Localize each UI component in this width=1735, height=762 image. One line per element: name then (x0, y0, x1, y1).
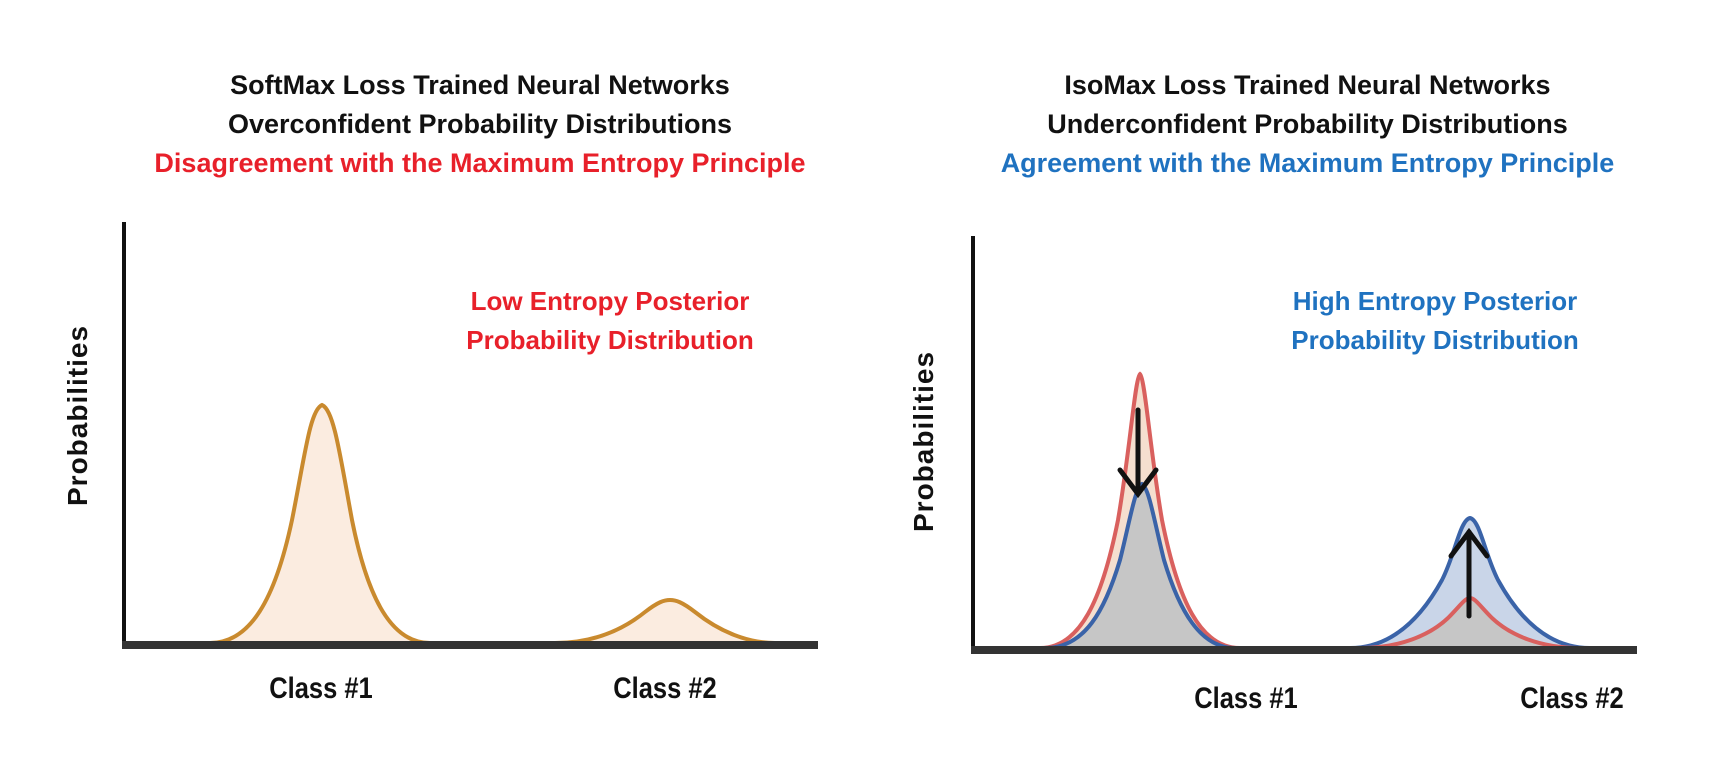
isomax-y-axis-label: Probabilities (908, 350, 939, 532)
isomax-class1-isomax-curve (1044, 481, 1236, 650)
low-entropy-line-2: Probability Distribution (466, 325, 754, 355)
high-entropy-line-1: High Entropy Posterior (1292, 286, 1578, 316)
softmax-x-label-class1: Class #1 (269, 672, 373, 705)
isomax-plot (971, 236, 1637, 654)
down-arrow-icon (1117, 407, 1159, 499)
isomax-title-line-3: Agreement with the Maximum Entropy Princ… (1000, 148, 1615, 178)
softmax-plot (122, 222, 818, 649)
softmax-title: SoftMax Loss Trained Neural Networks Ove… (0, 66, 970, 183)
isomax-x-label-class2: Class #2 (1520, 682, 1624, 715)
softmax-title-line-2: Overconfident Probability Distributions (227, 109, 733, 139)
high-entropy-annotation: High Entropy Posterior Probability Distr… (1225, 282, 1645, 360)
softmax-class1-curve (209, 402, 431, 645)
softmax-x-label-class2: Class #2 (613, 672, 717, 705)
up-arrow-icon (1448, 527, 1490, 619)
softmax-title-line-3: Disagreement with the Maximum Entropy Pr… (154, 148, 806, 178)
isomax-title: IsoMax Loss Trained Neural Networks Unde… (880, 66, 1735, 183)
softmax-class2-curve (554, 597, 776, 645)
isomax-panel: IsoMax Loss Trained Neural Networks Unde… (880, 0, 1735, 762)
isomax-title-line-2: Underconfident Probability Distributions (1047, 109, 1568, 139)
isomax-class1-isomax-fill (1045, 484, 1235, 648)
high-entropy-line-2: Probability Distribution (1291, 325, 1579, 355)
softmax-title-line-1: SoftMax Loss Trained Neural Networks (230, 70, 730, 100)
isomax-class1-softmax-curve (1039, 371, 1241, 650)
isomax-class2-isomax-curve (1349, 515, 1591, 650)
softmax-y-axis-label: Probabilities (62, 324, 93, 506)
softmax-panel: SoftMax Loss Trained Neural Networks Ove… (62, 70, 820, 705)
softmax-class2-fill (555, 600, 775, 643)
isomax-class2-softmax-fill (1360, 598, 1580, 648)
low-entropy-annotation: Low Entropy Posterior Probability Distri… (400, 282, 820, 360)
low-entropy-line-1: Low Entropy Posterior (470, 286, 750, 316)
isomax-title-line-1: IsoMax Loss Trained Neural Networks (1064, 70, 1551, 100)
softmax-class1-fill (210, 405, 430, 643)
isomax-x-label-class1: Class #1 (1194, 682, 1298, 715)
